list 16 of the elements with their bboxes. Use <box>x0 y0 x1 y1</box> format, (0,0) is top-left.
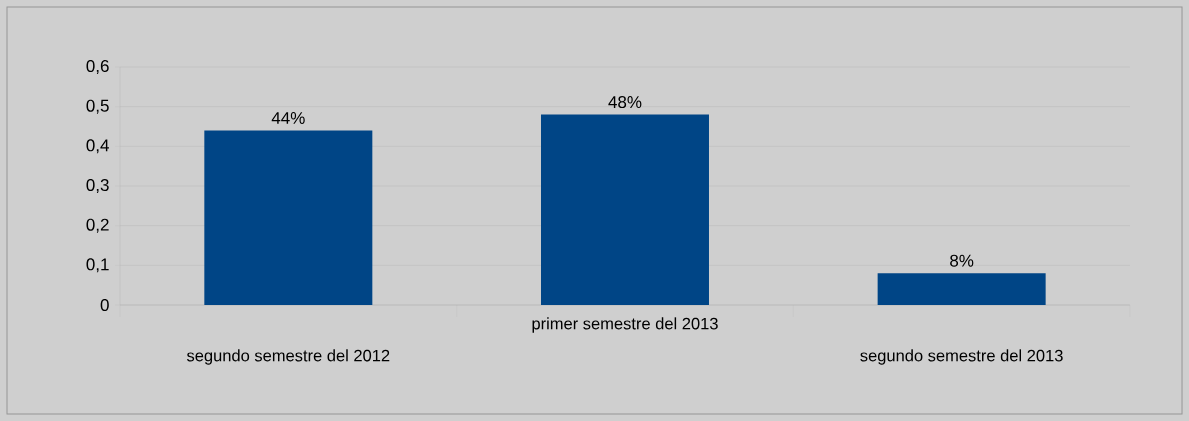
y-tick-label: 0,1 <box>86 258 109 273</box>
bar <box>540 114 709 305</box>
y-tick-label: 0,5 <box>86 99 109 114</box>
y-tick-label: 0,2 <box>86 218 109 233</box>
y-tick-label: 0,6 <box>86 59 109 75</box>
x-tick-label: segundo semestre del 2012 <box>186 349 390 365</box>
data-label: 48% <box>608 96 642 109</box>
y-tick-label: 0 <box>100 298 109 312</box>
x-tick-label: primer semestre del 2013 <box>532 317 718 333</box>
y-tick-label: 0,4 <box>86 139 109 154</box>
data-label: 8% <box>950 254 974 267</box>
bar <box>877 273 1046 305</box>
data-label: 44% <box>271 112 305 124</box>
bar <box>204 130 373 305</box>
y-tick-label: 0,3 <box>86 178 109 194</box>
x-tick-label: segundo semestre del 2013 <box>860 349 1063 365</box>
